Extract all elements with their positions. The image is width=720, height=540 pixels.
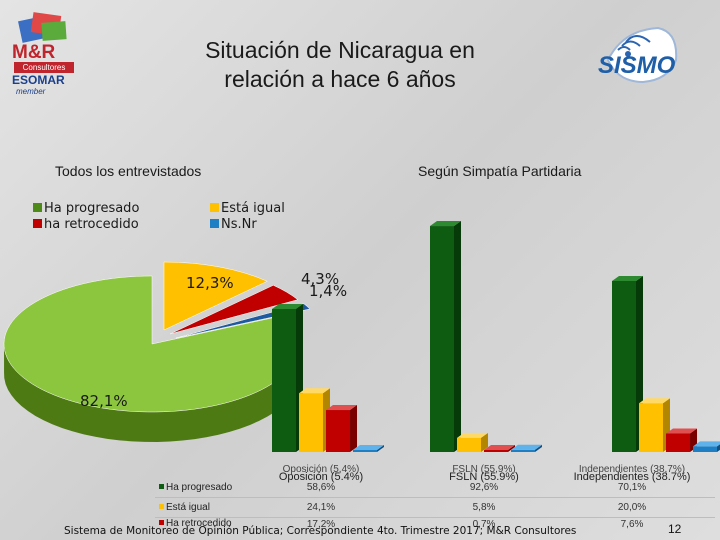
table-cell-progresado-2: 70,1%	[617, 482, 647, 493]
table-cell-igual-1: 5,8%	[472, 502, 496, 513]
pie-label-progresado: 82,1%	[80, 392, 128, 410]
category-label-small-2: Independientes (38,7%)	[578, 464, 686, 475]
bar-progresado-1	[430, 226, 454, 452]
category-label-1: FSLN (55.9%)	[449, 471, 519, 483]
bar-nsnr-side-2	[717, 444, 720, 452]
esomar-logo-text: ESOMAR	[12, 73, 65, 87]
bar-progresado-top-2	[612, 275, 643, 281]
table-row-label-retrocedido: Ha retrocedido	[159, 518, 232, 529]
bar-progresado-side-1	[454, 221, 461, 452]
bar-chart-title: Según Simpatía Partidaria	[418, 163, 582, 179]
row-label: Ha progresado	[166, 482, 233, 493]
page-number: 12	[668, 522, 682, 536]
bar-igual-0	[299, 393, 323, 452]
bar-retrocedido-top-0	[326, 405, 357, 411]
table-cell-retrocedido-1: 0,7%	[472, 519, 496, 530]
pie-label-igual: 12,3%	[186, 274, 234, 292]
legend-item-retrocedido: ha retrocedido	[33, 217, 139, 233]
bar-progresado-2	[612, 280, 636, 452]
bar-nsnr-top-1	[511, 444, 542, 450]
bar-retrocedido-top-2	[666, 428, 697, 434]
pie-slice-retrocedido	[169, 285, 299, 335]
slide-title: Situación de Nicaragua en relación a hac…	[140, 36, 540, 94]
table-row-label-igual: Está igual	[159, 502, 210, 513]
bar-progresado-top-0	[272, 304, 303, 310]
table-row-label-progresado: Ha progresado	[159, 482, 232, 493]
table-cell-igual-2: 20,0%	[617, 502, 647, 513]
logo-sub-text: Consultores	[14, 62, 74, 73]
bar-nsnr-1	[511, 449, 535, 452]
esomar-member-text: member	[16, 87, 46, 96]
table-cell-igual-0: 24,1%	[306, 502, 336, 513]
sismo-logo	[588, 20, 688, 100]
bar-retrocedido-side-1	[508, 445, 515, 452]
row-label: Ha retrocedido	[166, 518, 232, 529]
bar-igual-top-1	[457, 432, 488, 438]
legend-label: Ns.Nr	[221, 217, 257, 232]
category-label-small-0: Oposición (5,4%)	[282, 464, 360, 475]
footer-text: Sistema de Monitoreo de Opinión Pública;…	[64, 525, 577, 537]
category-label-0: Oposición (5.4%)	[278, 471, 364, 483]
legend-label: Está igual	[221, 201, 285, 216]
bar-nsnr-side-1	[535, 444, 542, 452]
bar-nsnr-top-2	[693, 441, 720, 447]
legend-item-progresado: Ha progresado	[33, 201, 139, 217]
bar-retrocedido-top-1	[484, 445, 515, 450]
bar-retrocedido-side-0	[350, 405, 357, 452]
bar-nsnr-top-0	[353, 445, 384, 450]
pie-slice-progresado-side	[4, 342, 300, 442]
table-gridline-1	[155, 497, 715, 498]
legend-label: ha retrocedido	[44, 217, 139, 232]
title-line-2: relación a hace 6 años	[224, 66, 456, 92]
category-label-small-1: FSLN (55,9%)	[452, 464, 516, 475]
pie-chart	[3, 261, 311, 442]
row-label: Está igual	[166, 502, 210, 513]
legend-swatch-red	[33, 219, 42, 228]
title-line-1: Situación de Nicaragua en	[205, 37, 475, 63]
bar-nsnr-2	[693, 446, 717, 452]
table-gridline-2	[155, 517, 715, 518]
bar-igual-top-2	[639, 398, 670, 404]
bar-nsnr-0	[353, 450, 377, 452]
bar-retrocedido-2	[666, 433, 690, 452]
category-label-2: Independientes (38.7%)	[573, 471, 691, 483]
bar-igual-2	[639, 403, 663, 452]
bar-progresado-0	[272, 309, 296, 452]
logo-graphic-icon	[18, 12, 67, 43]
table-cell-progresado-0: 58,6%	[306, 482, 336, 493]
bar-igual-top-0	[299, 388, 330, 394]
legend-label: Ha progresado	[44, 201, 140, 216]
legend-item-nsnr: Ns.Nr	[210, 217, 285, 233]
bar-progresado-top-1	[430, 221, 461, 227]
table-swatch-green	[159, 484, 164, 489]
table-swatch-red	[159, 520, 164, 525]
legend-swatch-green	[33, 203, 42, 212]
table-cell-retrocedido-2: 7,6%	[620, 519, 644, 530]
pie-legend-left: Ha progresado ha retrocedido	[33, 201, 139, 233]
table-swatch-yellow	[159, 504, 164, 509]
legend-swatch-blue	[210, 219, 219, 228]
bar-retrocedido-1	[484, 450, 508, 452]
bar-retrocedido-0	[326, 410, 350, 452]
pie-legend-right: Está igual Ns.Nr	[210, 201, 285, 233]
mr-consultores-logo	[10, 12, 80, 98]
bar-igual-side-1	[481, 432, 488, 452]
legend-item-igual: Está igual	[210, 201, 285, 217]
table-cell-retrocedido-0: 17,2%	[306, 519, 336, 530]
bar-igual-1	[457, 437, 481, 452]
sismo-brand-text: SISMO	[598, 52, 676, 79]
table-cell-progresado-1: 92,6%	[469, 482, 499, 493]
legend-swatch-yellow	[210, 203, 219, 212]
pie-slice-igual	[163, 261, 268, 331]
bar-chart	[272, 221, 720, 452]
logo-brand-text: M&R	[12, 42, 56, 63]
bar-nsnr-side-0	[377, 445, 384, 452]
pie-label-retrocedido: 4,3%	[301, 270, 340, 288]
sismo-map-icon	[606, 26, 678, 84]
pie-chart-title: Todos los entrevistados	[55, 163, 202, 179]
pie-label-nsnr: 1,4%	[309, 282, 348, 300]
